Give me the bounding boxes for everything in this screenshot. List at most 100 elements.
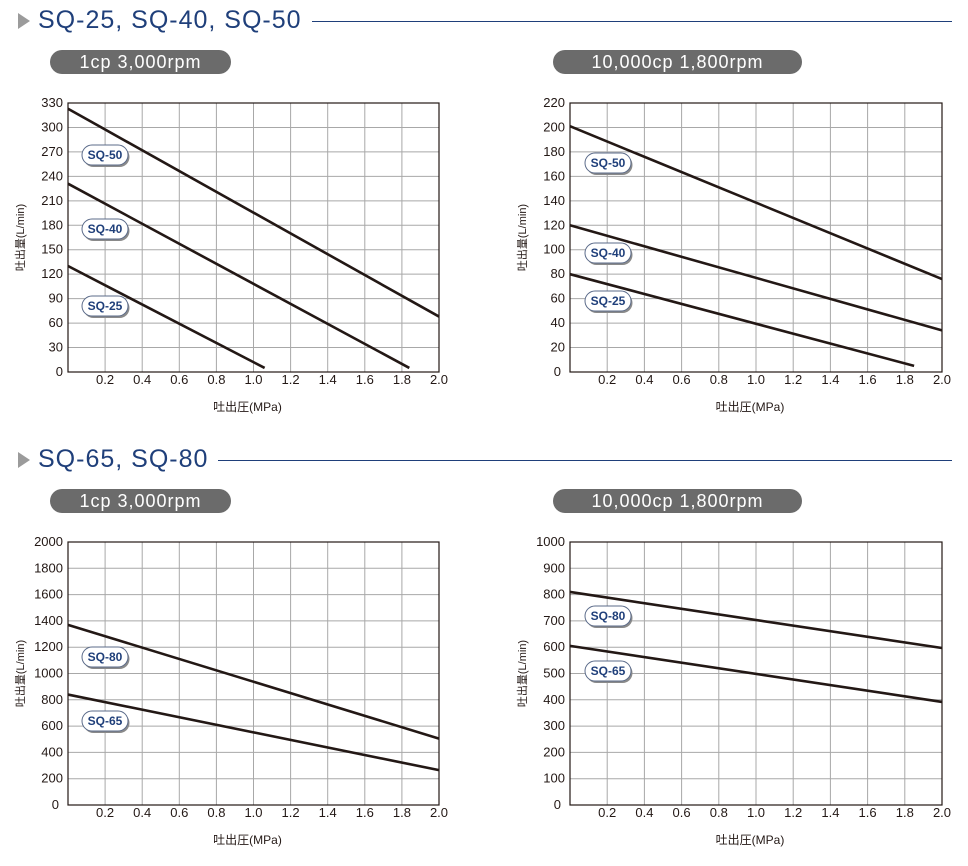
x-tick-label: 1.6	[859, 805, 877, 820]
series-label: SQ-25	[88, 299, 123, 313]
x-tick-label: 1.2	[282, 372, 300, 387]
y-tick-label: 600	[41, 718, 63, 733]
y-tick-label: 400	[543, 692, 565, 707]
plot-frame	[67, 541, 440, 806]
y-tick-label: 300	[543, 718, 565, 733]
y-tick-label: 600	[543, 639, 565, 654]
x-tick-label: 0.8	[710, 372, 728, 387]
plot-area: 200 400 600 800 1000 1200 1400 1600 1800 2000 0 0.2…	[13, 534, 448, 847]
x-tick-label: 1.4	[319, 372, 337, 387]
y-tick-label: 0	[56, 364, 63, 379]
x-axis-label: 吐出圧(MPa)	[213, 833, 282, 847]
series-label: SQ-80	[591, 609, 626, 623]
y-tick-label: 210	[41, 193, 63, 208]
x-tick-label: 1.6	[356, 805, 374, 820]
badge-pill	[81, 218, 129, 240]
y-tick-label: 200	[543, 119, 565, 134]
series-label: SQ-80	[88, 650, 123, 664]
x-tick-label: 0.2	[598, 372, 616, 387]
y-tick-label: 20	[551, 340, 565, 355]
series-label: SQ-50	[591, 156, 626, 170]
triangle-bullet-icon	[18, 452, 30, 468]
series-badge-sq-65: SQ-65	[584, 660, 633, 683]
y-tick-label: 160	[543, 168, 565, 183]
plot-area: 100 200 300 400 500 600 700 800 900 1000 0 0.2 0.4 0.…	[515, 534, 951, 847]
x-tick-label: 1.8	[896, 805, 914, 820]
x-tick-label: 1.4	[821, 372, 839, 387]
y-tick-label: 300	[41, 119, 63, 134]
condition-pill: 1cp 3,000rpm	[50, 50, 231, 74]
y-tick-label: 900	[543, 560, 565, 575]
x-tick-label: 0.4	[133, 805, 151, 820]
y-tick-label: 1200	[34, 639, 63, 654]
x-origin-label: 0	[554, 364, 561, 379]
x-tick-label: 1.8	[393, 805, 411, 820]
series-badge-sq-80: SQ-80	[81, 646, 130, 669]
plot-area: 20 40 60 80 100 120 140 160 180 200 220 0 0.2 0.4 0.6 0…	[515, 95, 951, 414]
x-tick-label: 0.2	[96, 372, 114, 387]
x-tick-label: 1.4	[319, 805, 337, 820]
series-label: SQ-65	[591, 664, 626, 678]
x-origin-label: 0	[554, 797, 561, 812]
series-line-sq-80	[569, 590, 943, 650]
x-tick-label: 2.0	[430, 372, 448, 387]
series-badge-sq-25: SQ-25	[584, 290, 633, 313]
x-tick-label: 1.6	[356, 372, 374, 387]
x-tick-label: 0.4	[635, 805, 653, 820]
y-tick-label: 120	[41, 266, 63, 281]
y-axis-label: 吐出量(L/min)	[13, 640, 27, 707]
series-line-sq-65	[67, 693, 440, 772]
series-line-sq-50	[67, 107, 440, 318]
series-label: SQ-50	[88, 148, 123, 162]
series-line-sq-50	[569, 125, 943, 281]
x-tick-label: 0.6	[673, 372, 691, 387]
badge-pill	[584, 152, 632, 174]
series-label: SQ-25	[591, 294, 626, 308]
y-tick-label: 800	[543, 587, 565, 602]
series-badge-sq-40: SQ-40	[584, 242, 633, 265]
y-tick-label: 120	[543, 217, 565, 232]
y-tick-label: 500	[543, 666, 565, 681]
triangle-bullet-icon	[18, 13, 30, 29]
x-tick-label: 1.8	[393, 372, 411, 387]
series-label: SQ-40	[88, 222, 123, 236]
series-line-sq-80	[67, 623, 440, 740]
y-tick-label: 60	[49, 315, 63, 330]
x-tick-label: 0.8	[207, 372, 225, 387]
badge-pill	[584, 242, 632, 264]
series-line-sq-25	[67, 264, 266, 370]
x-tick-label: 1.2	[282, 805, 300, 820]
badge-pill	[81, 710, 129, 732]
series-line-sq-25	[569, 272, 915, 368]
y-axis-label: 吐出量(L/min)	[515, 640, 529, 707]
section-rule	[48, 21, 952, 22]
y-tick-label: 700	[543, 613, 565, 628]
y-tick-label: 180	[41, 217, 63, 232]
y-tick-label: 40	[551, 315, 565, 330]
x-tick-label: 0.6	[170, 805, 188, 820]
series-line-sq-40	[569, 224, 943, 332]
badge-pill	[81, 646, 129, 668]
series-badge-sq-40: SQ-40	[81, 218, 130, 241]
y-tick-label: 270	[41, 144, 63, 159]
x-tick-label: 1.8	[896, 372, 914, 387]
series-label: SQ-65	[88, 714, 123, 728]
section-title: SQ-25, SQ-40, SQ-50	[38, 4, 312, 36]
condition-pill: 10,000cp 1,800rpm	[553, 489, 802, 513]
x-tick-label: 1.0	[244, 372, 262, 387]
section-header-sq25-40-50: SQ-25, SQ-40, SQ-50	[18, 4, 952, 36]
series-badge-sq-80: SQ-80	[584, 605, 633, 628]
y-tick-label: 2000	[34, 534, 63, 549]
badge-pill	[584, 660, 632, 682]
x-tick-label: 1.0	[747, 805, 765, 820]
x-origin-label: 0	[52, 797, 59, 812]
y-tick-label: 1000	[536, 534, 565, 549]
y-tick-label: 400	[41, 744, 63, 759]
y-tick-label: 200	[41, 771, 63, 786]
section-title: SQ-65, SQ-80	[38, 443, 219, 475]
x-tick-label: 1.2	[784, 372, 802, 387]
